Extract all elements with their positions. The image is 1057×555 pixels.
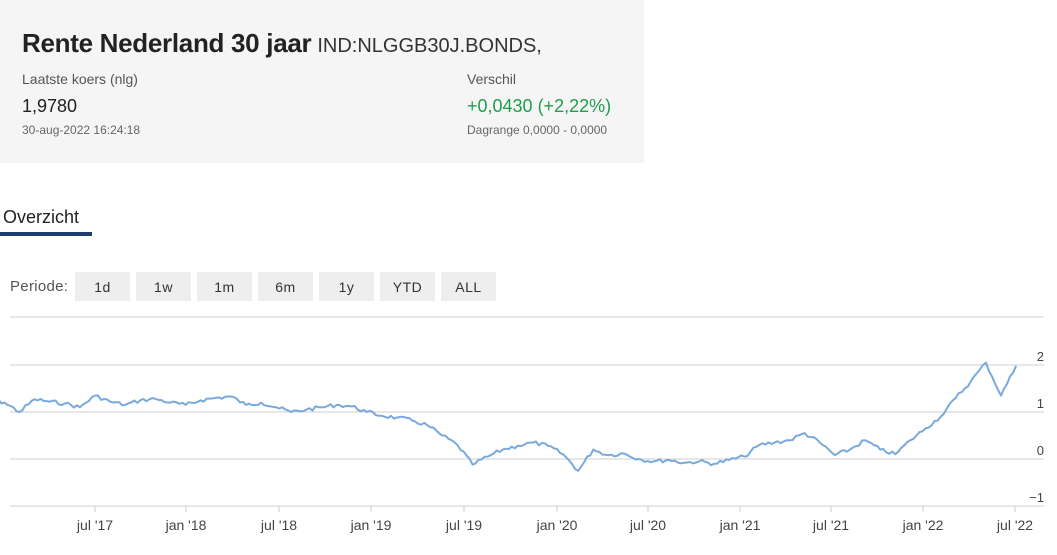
change-value: +0,0430 (+2,22%)	[467, 96, 612, 116]
y-tick-label: 0	[1037, 443, 1044, 458]
x-tick-label: jul '21	[812, 517, 849, 533]
instrument-ticker: IND:NLGGB30J.BONDS,	[317, 35, 542, 57]
x-tick-label: jan '21	[719, 517, 761, 533]
price-series-line	[0, 361, 1018, 472]
x-tick-label: jan '22	[902, 517, 944, 533]
last-price-label: Laatste koers (nlg)	[22, 71, 138, 87]
x-tick-label: jan '18	[165, 517, 207, 533]
quote-timestamp: 30-aug-2022 16:24:18	[22, 123, 141, 137]
quote-title: Rente Nederland 30 jaar IND:NLGGB30J.BOND…	[22, 28, 542, 59]
period-button-1y[interactable]: 1y	[319, 272, 374, 301]
quote-summary-panel: Rente Nederland 30 jaar IND:NLGGB30J.BOND…	[0, 0, 644, 163]
tab-overview[interactable]: Overzicht	[0, 206, 92, 236]
y-gridlines: 2 1 0 −1	[10, 349, 1044, 505]
change-label: Verschil	[467, 71, 517, 87]
instrument-name: Rente Nederland 30 jaar	[22, 28, 312, 58]
x-tick-label: jan '19	[350, 517, 392, 533]
period-button-6m[interactable]: 6m	[258, 272, 313, 301]
x-tick-label: jul '20	[629, 517, 666, 533]
y-tick-label: 1	[1037, 396, 1044, 411]
period-button-1w[interactable]: 1w	[136, 272, 191, 301]
day-range: Dagrange 0,0000 - 0,0000	[467, 123, 608, 137]
x-tick-label: jul '22	[996, 517, 1033, 533]
y-tick-label: 2	[1037, 349, 1044, 364]
last-price-value: 1,9780	[22, 96, 78, 116]
period-button-1m[interactable]: 1m	[197, 272, 252, 301]
price-chart[interactable]: 210−1 jul '17 jan '18 jul '18 jan '19 jul '1…	[0, 300, 1057, 555]
period-label: Periode:	[10, 278, 69, 295]
x-tick-label: jul '17	[76, 517, 113, 533]
x-tick-label: jul '18	[260, 517, 297, 533]
x-tick-label: jan '20	[536, 517, 578, 533]
x-tick-label: jul '19	[445, 517, 482, 533]
y-tick-label: −1	[1029, 490, 1044, 505]
period-button-all[interactable]: ALL	[441, 272, 496, 301]
period-button-ytd[interactable]: YTD	[380, 272, 435, 301]
period-button-1d[interactable]: 1d	[75, 272, 130, 301]
x-axis-ticks: jul '17 jan '18 jul '18 jan '19 jul '19 jan '…	[76, 506, 1033, 533]
